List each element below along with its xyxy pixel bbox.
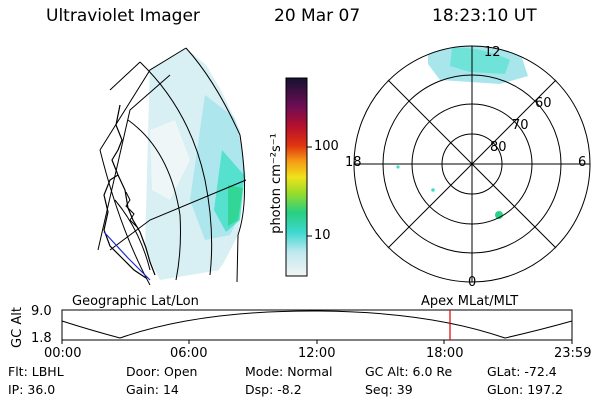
geographic-label: Geographic Lat/Lon — [72, 294, 199, 309]
footer-door: Door: Open — [126, 364, 197, 379]
footer-mode-label: Mode: — [245, 364, 284, 379]
footer-flt: Flt: LBHL — [8, 364, 64, 379]
footer-ip-value: 36.0 — [27, 382, 56, 397]
footer-glon-value: 197.2 — [527, 382, 563, 397]
aurora-map-emission — [145, 48, 246, 280]
altitude-ylabel: GC Alt — [9, 307, 25, 348]
geographic-map — [97, 47, 247, 286]
footer-ip: IP: 36.0 — [8, 382, 55, 397]
footer-flt-label: Flt: — [8, 364, 28, 379]
footer-glon: GLon: 197.2 — [487, 382, 563, 397]
footer-ip-label: IP: — [8, 382, 24, 397]
colorbar — [285, 77, 312, 277]
footer-door-value: Open — [164, 364, 198, 379]
colorbar-tick-100: 100 — [314, 139, 339, 154]
footer-seq-label: Seq: — [365, 382, 393, 397]
altitude-tick-9: 9.0 — [31, 304, 52, 319]
footer-mode-value: Normal — [287, 364, 333, 379]
polar-mlat-mlt-plot — [353, 45, 591, 283]
footer-dsp-value: -8.2 — [277, 382, 302, 397]
time-tick-1800: 18:00 — [426, 346, 464, 361]
footer-gain-value: 14 — [162, 382, 179, 397]
footer-dsp: Dsp: -8.2 — [245, 382, 302, 397]
apex-label: Apex MLat/MLT — [421, 294, 519, 309]
time-tick-1200: 12:00 — [298, 346, 336, 361]
time-tick-0000: 00:00 — [44, 346, 82, 361]
mlt-label-0: 0 — [468, 275, 477, 290]
colorbar-tick-10: 10 — [314, 228, 331, 243]
lat-label-60: 60 — [535, 96, 552, 111]
colorbar-label: photon cm⁻²s⁻¹ — [268, 133, 284, 234]
time-label: 18:23:10 UT — [432, 6, 537, 26]
footer-mode: Mode: Normal — [245, 364, 333, 379]
footer-gcalt-label: GC Alt: — [365, 364, 409, 379]
altitude-tick-1-8: 1.8 — [31, 331, 52, 346]
mlt-label-12: 12 — [484, 45, 501, 60]
footer-glat-label: GLat: — [487, 364, 521, 379]
footer-door-label: Door: — [126, 364, 161, 379]
time-tick-0600: 06:00 — [170, 346, 208, 361]
mlt-label-6: 6 — [578, 155, 587, 170]
date-label: 20 Mar 07 — [274, 6, 361, 26]
footer-gcalt: GC Alt: 6.0 Re — [365, 364, 452, 379]
footer-flt-value: LBHL — [31, 364, 64, 379]
footer-seq: Seq: 39 — [365, 382, 413, 397]
footer-glat-value: -72.4 — [524, 364, 557, 379]
footer-gain-label: Gain: — [126, 382, 159, 397]
footer-dsp-label: Dsp: — [245, 382, 274, 397]
footer-glat: GLat: -72.4 — [487, 364, 557, 379]
lat-label-70: 70 — [512, 118, 529, 133]
footer-glon-label: GLon: — [487, 382, 524, 397]
footer-gcalt-value: 6.0 Re — [412, 364, 453, 379]
lat-label-80: 80 — [490, 140, 507, 155]
footer-gain: Gain: 14 — [126, 382, 179, 397]
altitude-plot — [61, 309, 573, 344]
time-tick-2359: 23:59 — [554, 346, 592, 361]
footer-seq-value: 39 — [396, 382, 413, 397]
instrument-title: Ultraviolet Imager — [46, 6, 200, 26]
mlt-label-18: 18 — [345, 155, 362, 170]
